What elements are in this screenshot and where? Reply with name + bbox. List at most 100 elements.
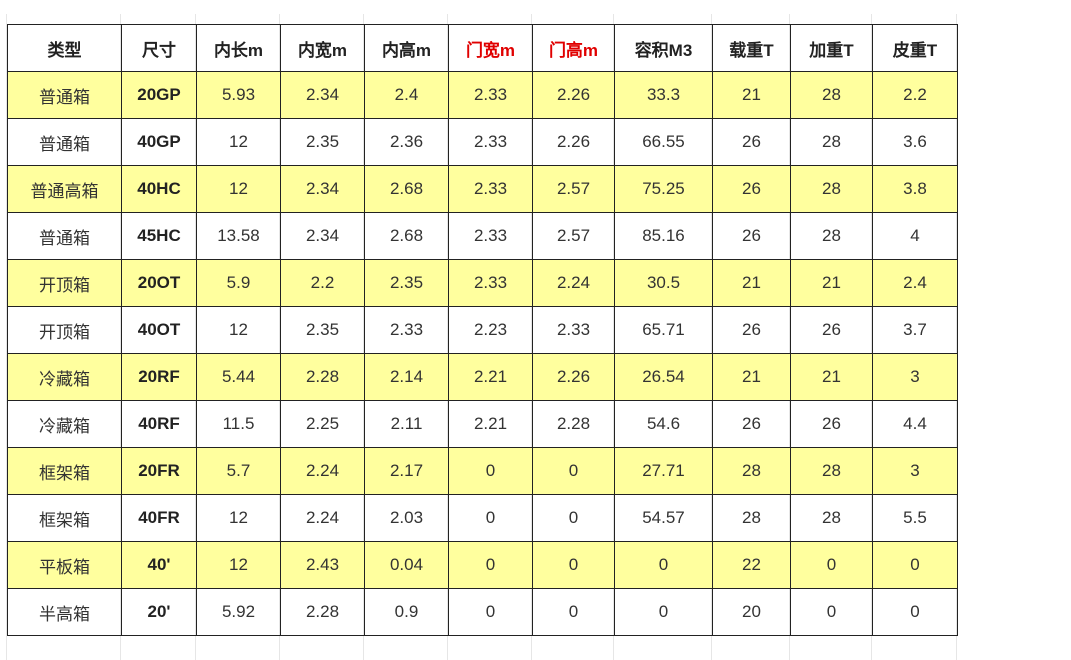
table-cell: 40FR	[121, 494, 197, 542]
table-cell: 2.26	[532, 118, 615, 166]
table-cell: 2.57	[532, 165, 615, 213]
table-cell: 5.9	[196, 259, 281, 307]
table-cell: 2.28	[532, 400, 615, 448]
table-cell: 0	[614, 541, 713, 589]
table-cell: 2.33	[364, 306, 449, 354]
table-cell: 2.14	[364, 353, 449, 401]
table-cell: 0	[448, 494, 533, 542]
table-cell: 27.71	[614, 447, 713, 495]
table-row: 开顶箱 40OT 12 2.35 2.33 2.23 2.33 65.71 26 26 3.7	[7, 306, 958, 354]
table-row: 平板箱 40' 12 2.43 0.04 0 0 0 22 0 0	[7, 541, 958, 589]
table-cell: 21	[712, 259, 791, 307]
header-row: 类型 尺寸 内长m 内宽m 内高m 门宽m 门高m 容积M3 载重T 加重T 皮重T	[7, 24, 958, 72]
table-cell: 40RF	[121, 400, 197, 448]
table-cell: 3.6	[872, 118, 958, 166]
table-cell: 12	[196, 118, 281, 166]
table-cell: 2.25	[280, 400, 365, 448]
table-cell: 0	[532, 588, 615, 636]
table-cell: 2.36	[364, 118, 449, 166]
column-header: 尺寸	[121, 24, 197, 72]
table-cell: 2.35	[280, 118, 365, 166]
table-cell: 40OT	[121, 306, 197, 354]
table-cell: 3	[872, 447, 958, 495]
table-cell: 2.28	[280, 353, 365, 401]
table-cell: 30.5	[614, 259, 713, 307]
table-cell: 2.21	[448, 400, 533, 448]
table-cell: 21	[712, 353, 791, 401]
table-cell: 5.5	[872, 494, 958, 542]
table-cell: 13.58	[196, 212, 281, 260]
table-cell: 2.26	[532, 353, 615, 401]
table-cell: 普通箱	[7, 118, 122, 166]
table-cell: 26.54	[614, 353, 713, 401]
column-header: 皮重T	[872, 24, 958, 72]
table-cell: 2.17	[364, 447, 449, 495]
table-cell: 28	[790, 71, 873, 119]
table-cell: 2.33	[448, 212, 533, 260]
table-cell: 26	[712, 165, 791, 213]
table-row: 普通箱 40GP 12 2.35 2.36 2.33 2.26 66.55 26 28 3.6	[7, 118, 958, 166]
table-row: 普通箱 45HC 13.58 2.34 2.68 2.33 2.57 85.16 26 28 4	[7, 212, 958, 260]
table-cell: 54.57	[614, 494, 713, 542]
table-cell: 21	[790, 259, 873, 307]
table-cell: 0	[532, 494, 615, 542]
table-cell: 0.9	[364, 588, 449, 636]
table-cell: 3	[872, 353, 958, 401]
table-cell: 40GP	[121, 118, 197, 166]
table-cell: 2.26	[532, 71, 615, 119]
table-cell: 开顶箱	[7, 259, 122, 307]
table-cell: 0	[532, 447, 615, 495]
column-header: 内宽m	[280, 24, 365, 72]
table-cell: 20OT	[121, 259, 197, 307]
table-cell: 2.43	[280, 541, 365, 589]
column-header: 类型	[7, 24, 122, 72]
table-cell: 冷藏箱	[7, 400, 122, 448]
table-row: 框架箱 40FR 12 2.24 2.03 0 0 54.57 28 28 5.5	[7, 494, 958, 542]
column-header: 容积M3	[614, 24, 713, 72]
table-cell: 0	[790, 588, 873, 636]
column-header: 加重T	[790, 24, 873, 72]
table-cell: 40'	[121, 541, 197, 589]
table-cell: 2.34	[280, 165, 365, 213]
column-header: 门宽m	[448, 24, 533, 72]
gridline	[6, 14, 7, 660]
table-cell: 26	[712, 306, 791, 354]
table-cell: 框架箱	[7, 494, 122, 542]
table-cell: 26	[790, 306, 873, 354]
table-cell: 20RF	[121, 353, 197, 401]
table-cell: 2.11	[364, 400, 449, 448]
table-cell: 0	[614, 588, 713, 636]
table-cell: 5.7	[196, 447, 281, 495]
table-row: 普通箱 20GP 5.93 2.34 2.4 2.33 2.26 33.3 21 28 2.2	[7, 71, 958, 119]
table-cell: 2.2	[280, 259, 365, 307]
table-cell: 普通箱	[7, 71, 122, 119]
table-cell: 75.25	[614, 165, 713, 213]
table-cell: 2.23	[448, 306, 533, 354]
table-row: 普通高箱 40HC 12 2.34 2.68 2.33 2.57 75.25 26 28 3.8	[7, 165, 958, 213]
table-cell: 2.35	[280, 306, 365, 354]
table-cell: 21	[790, 353, 873, 401]
column-header: 门高m	[532, 24, 615, 72]
table-cell: 0	[532, 541, 615, 589]
table-cell: 2.24	[280, 494, 365, 542]
table-cell: 开顶箱	[7, 306, 122, 354]
table-cell: 2.24	[280, 447, 365, 495]
table-cell: 2.24	[532, 259, 615, 307]
table-cell: 2.35	[364, 259, 449, 307]
table-cell: 0	[872, 541, 958, 589]
table-cell: 2.21	[448, 353, 533, 401]
table-cell: 20FR	[121, 447, 197, 495]
table-cell: 3.8	[872, 165, 958, 213]
container-spec-table: 类型 尺寸 内长m 内宽m 内高m 门宽m 门高m 容积M3 载重T 加重T 皮重T 普通箱 20GP…	[7, 24, 958, 636]
table-cell: 28	[790, 447, 873, 495]
table-cell: 12	[196, 306, 281, 354]
table-cell: 2.33	[532, 306, 615, 354]
table-cell: 22	[712, 541, 791, 589]
table-cell: 0	[448, 541, 533, 589]
table-row: 半高箱 20' 5.92 2.28 0.9 0 0 0 20 0 0	[7, 588, 958, 636]
table-cell: 2.33	[448, 71, 533, 119]
table-cell: 2.57	[532, 212, 615, 260]
column-header: 内长m	[196, 24, 281, 72]
table-cell: 平板箱	[7, 541, 122, 589]
table-cell: 2.68	[364, 212, 449, 260]
